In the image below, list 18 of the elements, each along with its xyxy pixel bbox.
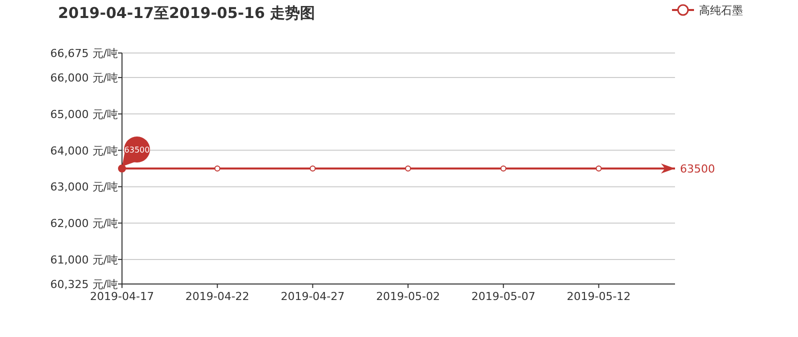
data-label: 63500 (124, 146, 150, 154)
y-tick-label: 66,675 元/吨 (50, 47, 118, 60)
y-tick-label: 66,000 元/吨 (50, 72, 118, 85)
y-tick-label: 64,000 元/吨 (50, 144, 118, 158)
x-tick-label: 2019-04-27 (280, 290, 345, 303)
x-tick-label: 2019-05-07 (471, 290, 536, 303)
x-tick-label: 2019-04-17 (90, 290, 154, 303)
y-tick-label: 63,000 元/吨 (50, 180, 118, 194)
y-tick-label: 60,325 元/吨 (50, 278, 118, 291)
y-tick-label: 62,000 元/吨 (50, 217, 118, 230)
data-label: 63500 (680, 162, 715, 176)
x-tick-label: 2019-05-02 (376, 290, 440, 303)
y-tick-label: 65,000 元/吨 (50, 108, 118, 121)
x-tick-label: 2019-05-12 (566, 290, 631, 303)
legend-label: 高纯石墨 (699, 4, 743, 17)
x-tick-label: 2019-04-22 (185, 290, 250, 303)
chart-title: 2019-04-17至2019-05-16 走势图 (58, 4, 316, 22)
y-tick-label: 61,000 元/吨 (50, 253, 118, 266)
